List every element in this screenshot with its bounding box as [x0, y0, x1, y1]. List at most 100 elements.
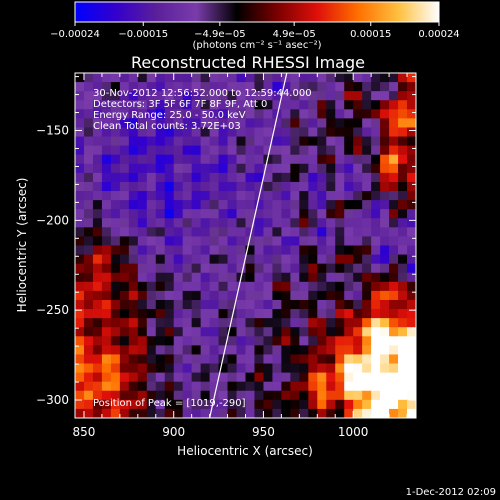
heatmap-cell: [299, 109, 309, 119]
heatmap-cell: [119, 227, 130, 238]
heatmap-cell: [155, 172, 166, 183]
heatmap-cell: [83, 200, 94, 210]
heatmap-cell: [272, 345, 282, 356]
heatmap-cell: [245, 290, 256, 301]
heatmap-cell: [299, 381, 309, 392]
heatmap-cell: [254, 272, 265, 283]
heatmap-cell: [92, 227, 103, 238]
heatmap-cell: [236, 136, 247, 147]
heatmap-cell: [380, 136, 390, 147]
heatmap-cell: [137, 272, 148, 283]
heatmap-cell: [173, 245, 184, 256]
heatmap-cell: [101, 236, 112, 247]
heatmap-cell: [128, 181, 139, 192]
heatmap-cell: [281, 399, 291, 410]
heatmap-cell: [128, 245, 139, 256]
heatmap-cell: [236, 318, 247, 328]
chart-title: Reconstructed RHESSI Image: [131, 53, 365, 72]
heatmap-cell: [398, 154, 408, 165]
heatmap-cell: [200, 218, 211, 228]
heatmap-cell: [290, 390, 300, 401]
heatmap-cell: [227, 390, 238, 401]
heatmap-cell: [128, 154, 139, 165]
heatmap-cell: [389, 200, 399, 210]
heatmap-cell: [182, 290, 193, 301]
heatmap-cell: [263, 236, 274, 247]
heatmap-cell: [227, 354, 238, 365]
heatmap-cell: [254, 181, 265, 192]
heatmap-cell: [173, 91, 184, 101]
heatmap-cell: [182, 100, 193, 110]
heatmap-cell: [254, 263, 265, 274]
heatmap-cell: [335, 227, 345, 238]
heatmap-cell: [155, 227, 166, 238]
heatmap-cell: [335, 154, 345, 165]
heatmap-cell: [92, 109, 103, 119]
heatmap-cell: [326, 254, 336, 265]
heatmap-cell: [380, 318, 390, 328]
heatmap-cell: [299, 209, 309, 219]
heatmap-cell: [245, 345, 256, 356]
heatmap-cell: [137, 181, 148, 192]
heatmap-cell: [263, 318, 274, 328]
heatmap-cell: [128, 73, 139, 83]
heatmap-cell: [308, 309, 318, 319]
heatmap-cell: [317, 136, 327, 147]
heatmap-cell: [299, 172, 309, 183]
heatmap-cell: [317, 263, 327, 274]
heatmap-cell: [110, 154, 121, 165]
heatmap-cell: [263, 118, 274, 129]
heatmap-cell: [380, 272, 390, 283]
heatmap-cell: [83, 309, 94, 319]
heatmap-cell: [389, 327, 399, 337]
heatmap-cell: [290, 245, 300, 256]
heatmap-cell: [110, 136, 121, 147]
heatmap-cell: [245, 281, 256, 292]
heatmap-cell: [389, 254, 399, 265]
heatmap-cell: [227, 299, 238, 310]
heatmap-cell: [263, 381, 274, 392]
heatmap-cell: [155, 327, 166, 337]
heatmap-cell: [155, 91, 166, 101]
heatmap-cell: [398, 263, 408, 274]
heatmap-cell: [263, 363, 274, 374]
y-tick-label: −200: [36, 213, 69, 227]
heatmap-cell: [137, 381, 148, 392]
heatmap-cell: [344, 227, 354, 238]
heatmap-cell: [398, 145, 408, 156]
heatmap-cell: [263, 172, 274, 183]
heatmap-cell: [191, 218, 202, 228]
heatmap-cell: [371, 172, 381, 183]
heatmap-cell: [75, 245, 85, 256]
heatmap-cell: [299, 218, 309, 228]
heatmap-cell: [200, 136, 211, 147]
heatmap-cell: [146, 372, 157, 383]
heatmap-cell: [119, 390, 130, 401]
heatmap-cell: [362, 82, 372, 92]
heatmap-cell: [92, 245, 103, 256]
heatmap-cell: [83, 100, 94, 110]
heatmap-cell: [92, 336, 103, 346]
heatmap-cell: [272, 73, 282, 83]
heatmap-cell: [164, 254, 175, 265]
heatmap-cell: [227, 136, 238, 147]
heatmap-cell: [290, 163, 300, 174]
heatmap-cell: [335, 390, 345, 401]
heatmap-cell: [173, 163, 184, 174]
heatmap-cell: [200, 118, 211, 129]
heatmap-cell: [182, 263, 193, 274]
heatmap-cell: [218, 127, 229, 138]
heatmap-cell: [308, 154, 318, 165]
heatmap-cell: [344, 263, 354, 274]
heatmap-cell: [344, 354, 354, 365]
heatmap-cell: [380, 218, 390, 228]
heatmap-cell: [335, 299, 345, 310]
heatmap-cell: [335, 82, 345, 92]
heatmap-cell: [272, 181, 282, 192]
heatmap-cell: [227, 172, 238, 183]
heatmap-cell: [362, 381, 372, 392]
heatmap-cell: [236, 181, 247, 192]
heatmap-cell: [254, 245, 265, 256]
heatmap-cell: [335, 73, 345, 83]
heatmap-cell: [326, 82, 336, 92]
